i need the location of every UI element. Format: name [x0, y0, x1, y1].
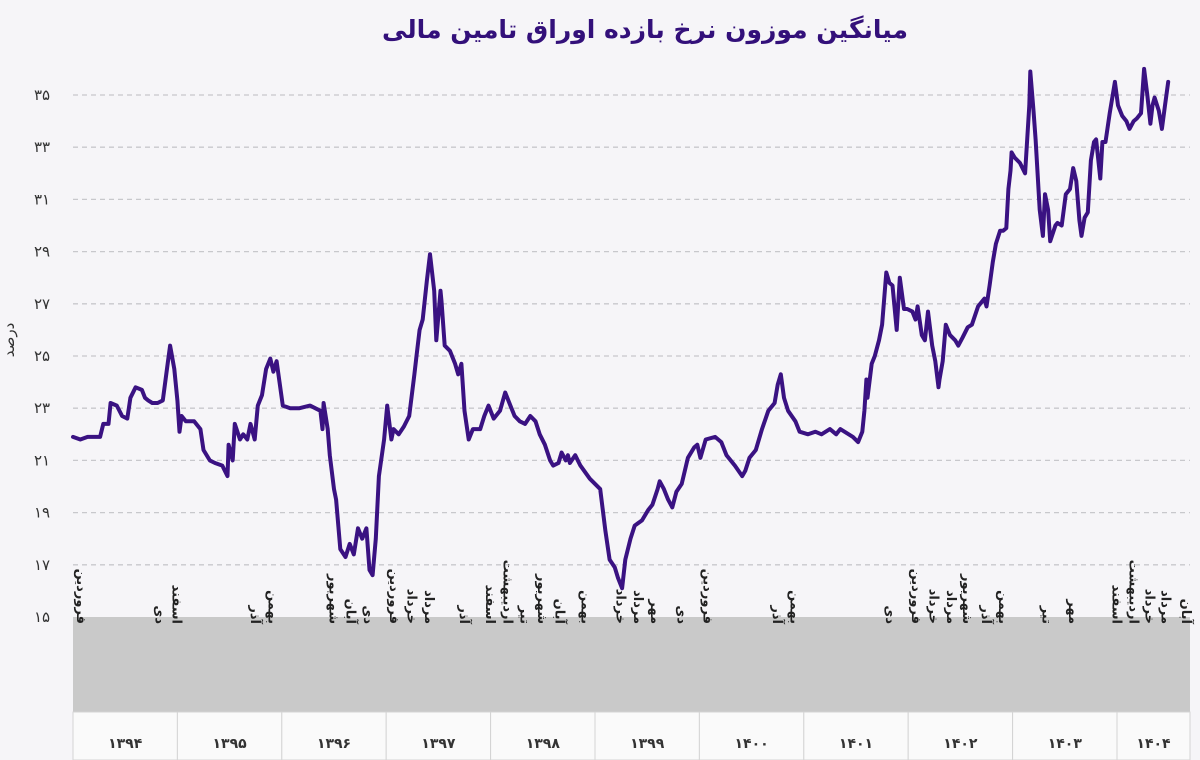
- year-cell: [176, 711, 283, 760]
- series-line: [71, 66, 1171, 591]
- year-label: ۱۴۰۲: [943, 736, 978, 752]
- y-tick-label: ۲۵: [34, 347, 50, 365]
- year-cell: [1116, 711, 1191, 760]
- year-label: ۱۴۰۳: [1048, 736, 1083, 752]
- month-axis-band: [73, 617, 1190, 712]
- year-label: ۱۴۰۱: [839, 736, 873, 752]
- year-cell: [1012, 711, 1118, 760]
- y-tick-label: ۲۳: [34, 399, 50, 417]
- month-tick-label: آبان: [343, 599, 360, 625]
- month-tick-label: اسفند: [169, 585, 184, 624]
- y-axis-label: درصد: [0, 323, 18, 358]
- month-tick-label: فروردین: [73, 569, 88, 624]
- year-cell: [490, 711, 596, 760]
- year-cell: [698, 711, 805, 760]
- month-tick-label: دی: [151, 605, 166, 624]
- month-tick-label: خرداد: [926, 589, 941, 624]
- month-tick-label: اردیبهشت: [1126, 560, 1141, 624]
- month-tick-label: فروردین: [699, 569, 714, 624]
- month-tick-label: دی: [673, 605, 688, 624]
- y-tick-label: ۱۷: [34, 556, 50, 574]
- y-axis-ticks: ۱۵ ۱۷ ۱۹ ۲۱ ۲۳ ۲۵ ۲۷ ۲۹ ۳۱ ۳۳ ۳۵: [34, 86, 50, 626]
- year-label: ۱۳۹۶: [317, 736, 351, 752]
- month-tick-label: بهمن: [264, 590, 279, 624]
- y-tick-label: ۳۱: [34, 190, 50, 208]
- month-tick-label: بهمن: [578, 590, 593, 624]
- y-tick-label: ۳۳: [34, 138, 50, 156]
- y-tick-label: ۲۱: [34, 451, 50, 469]
- year-label: ۱۳۹۷: [421, 736, 456, 752]
- month-tick-label: آذر: [247, 604, 264, 624]
- month-tick-label: اسفند: [482, 585, 497, 624]
- month-tick-label: اسفند: [1108, 585, 1123, 624]
- year-label: ۱۳۹۸: [526, 736, 561, 752]
- month-tick-label: خرداد: [612, 589, 627, 624]
- year-cell: [803, 711, 909, 760]
- month-tick-label: بهمن: [995, 590, 1010, 624]
- month-tick-label: تیر: [1039, 605, 1054, 624]
- month-tick-label: شهریور: [325, 573, 340, 624]
- year-axis: ۱۳۹۴ ۱۳۹۵ ۱۳۹۶ ۱۳۹۷ ۱۳۹۸ ۱۳۹۹ ۱۴۰۰ ۱۴۰۱ ۱۴۰۲ ۱۴۰۳…: [72, 711, 1191, 760]
- gridlines: [73, 94, 1190, 566]
- month-tick-label: شهریور: [534, 573, 549, 624]
- month-tick-label: آبان: [552, 599, 569, 625]
- month-tick-label: آذر: [456, 604, 473, 624]
- year-label: ۱۳۹۹: [630, 736, 665, 752]
- y-tick-label: ۳۵: [34, 86, 50, 104]
- month-tick-label: مهر: [1065, 598, 1080, 624]
- year-cell: [594, 711, 700, 760]
- month-tick-label: آذر: [769, 604, 786, 624]
- year-cell: [281, 711, 387, 760]
- y-tick-label: ۱۵: [34, 608, 50, 626]
- month-tick-label: مرداد: [1158, 590, 1173, 624]
- month-tick-label: خرداد: [1142, 589, 1157, 624]
- month-tick-label: مرداد: [630, 590, 645, 624]
- month-tick-label: دی: [882, 605, 897, 624]
- y-tick-label: ۲۷: [34, 295, 50, 313]
- month-tick-label: خرداد: [404, 589, 419, 624]
- year-label: ۱۳۹۴: [108, 736, 143, 752]
- month-tick-label: آبان: [1178, 599, 1195, 625]
- month-tick-label: تیر: [517, 605, 532, 624]
- month-tick-label: فروردین: [908, 569, 923, 624]
- month-tick-label: مهر: [647, 598, 662, 624]
- month-tick-label: بهمن: [786, 590, 801, 624]
- year-label: ۱۳۹۵: [213, 736, 248, 752]
- month-tick-label: فروردین: [386, 569, 401, 624]
- month-tick-label: مرداد: [943, 590, 958, 624]
- month-tick-label: آذر: [978, 604, 995, 624]
- month-tick-labels: فروردین دی اسفند آذر بهمن شهریور آبان دی فروردین…: [73, 560, 1195, 625]
- y-tick-label: ۱۹: [34, 504, 50, 522]
- month-tick-label: مرداد: [421, 590, 436, 624]
- y-tick-label: ۲۹: [34, 243, 50, 261]
- year-label: ۱۴۰۰: [735, 736, 769, 752]
- month-tick-label: دی: [360, 605, 375, 624]
- month-tick-label: شهریور: [959, 573, 974, 624]
- month-tick-label: اردیبهشت: [499, 560, 514, 624]
- year-label: ۱۴۰۴: [1136, 736, 1171, 752]
- year-cell: [907, 711, 1014, 760]
- chart-title: میانگین موزون نرخ بازده اوراق تامین مالی: [382, 15, 908, 45]
